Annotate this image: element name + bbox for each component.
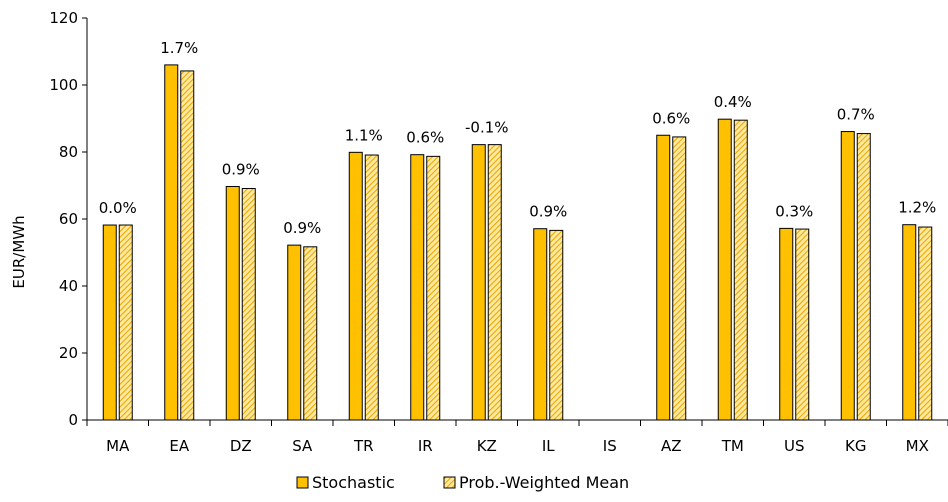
y-tick-label: 80	[59, 143, 78, 161]
data-labels: 0.0% 1.7% 0.9% 0.9% 1.1% 0.6% -0.1% 0.9% 0.6% 0.4…	[99, 39, 937, 237]
bar-prob-weighted-mean	[856, 133, 871, 421]
x-tick-label: SA	[292, 437, 313, 455]
bar-stochastic	[533, 228, 548, 421]
data-label: 0.9%	[529, 203, 567, 221]
legend-label-stochastic: Stochastic	[312, 473, 395, 492]
bar-prob-weighted-mean	[733, 119, 748, 421]
bar-prob-weighted-mean	[918, 226, 933, 421]
bar-stochastic	[410, 154, 425, 421]
bar-prob-weighted-mean	[241, 188, 256, 421]
bars	[102, 64, 933, 421]
y-tick-label: 100	[49, 76, 78, 94]
data-label: 1.2%	[898, 199, 936, 217]
x-tick-label: TR	[353, 437, 374, 455]
bar-stochastic	[656, 134, 671, 421]
x-tick-label: TM	[721, 437, 744, 455]
data-label: 0.0%	[99, 199, 137, 217]
bar-stochastic	[779, 227, 794, 421]
data-label: 0.6%	[406, 129, 444, 147]
bar-prob-weighted-mean	[364, 154, 379, 421]
x-tick-label: IL	[542, 437, 555, 455]
y-tick-label: 40	[59, 277, 78, 295]
bar-stochastic	[471, 144, 486, 421]
bar-stochastic	[102, 224, 117, 421]
x-tick-label: IS	[603, 437, 617, 455]
legend-swatch-stochastic	[296, 476, 309, 489]
x-tick-label: AZ	[661, 437, 682, 455]
x-tick-label: MX	[906, 437, 929, 455]
x-tick-label: KZ	[477, 437, 497, 455]
y-tick-label: 60	[59, 210, 78, 228]
y-tick-label: 0	[68, 411, 78, 429]
bar-prob-weighted-mean	[672, 136, 687, 421]
bar-prob-weighted-mean	[549, 229, 564, 421]
x-tick-label: US	[784, 437, 805, 455]
data-label: 0.6%	[652, 109, 690, 127]
x-tick-label: EA	[169, 437, 189, 455]
bar-prob-weighted-mean	[795, 228, 810, 421]
legend-label-prob-weighted-mean: Prob.-Weighted Mean	[459, 473, 629, 492]
bar-prob-weighted-mean	[118, 224, 133, 421]
data-label: 0.9%	[283, 219, 321, 237]
bar-stochastic	[287, 244, 302, 421]
data-label: 0.3%	[775, 202, 813, 220]
bar-stochastic	[225, 186, 240, 421]
data-label: 0.7%	[837, 106, 875, 124]
axes: 0 20 40 60 80 100 120 MA EA DZ SA TR IR KZ IL IS AZ TM US K…	[49, 9, 948, 455]
bar-prob-weighted-mean	[487, 144, 502, 421]
bar-prob-weighted-mean	[180, 70, 195, 421]
data-label: 1.7%	[160, 39, 198, 57]
data-label: 1.1%	[345, 126, 383, 144]
bar-stochastic	[902, 224, 917, 421]
y-tick-label: 120	[49, 9, 78, 27]
data-label: 0.4%	[714, 93, 752, 111]
bar-prob-weighted-mean	[303, 246, 318, 421]
y-axis-label: EUR/MWh	[10, 215, 28, 288]
bar-stochastic	[164, 64, 179, 421]
legend: Stochastic Prob.-Weighted Mean	[296, 473, 629, 492]
y-tick-label: 20	[59, 344, 78, 362]
x-tick-label: DZ	[230, 437, 252, 455]
x-tick-label: KG	[845, 437, 866, 455]
data-label: 0.9%	[222, 161, 260, 179]
x-tick-label: IR	[418, 437, 433, 455]
data-label: -0.1%	[465, 119, 509, 137]
bar-stochastic	[840, 131, 855, 421]
legend-swatch-prob-weighted-mean	[443, 476, 456, 489]
bar-stochastic	[348, 151, 363, 421]
bar-stochastic	[717, 118, 732, 421]
bar-prob-weighted-mean	[426, 155, 441, 421]
x-tick-label: MA	[106, 437, 130, 455]
